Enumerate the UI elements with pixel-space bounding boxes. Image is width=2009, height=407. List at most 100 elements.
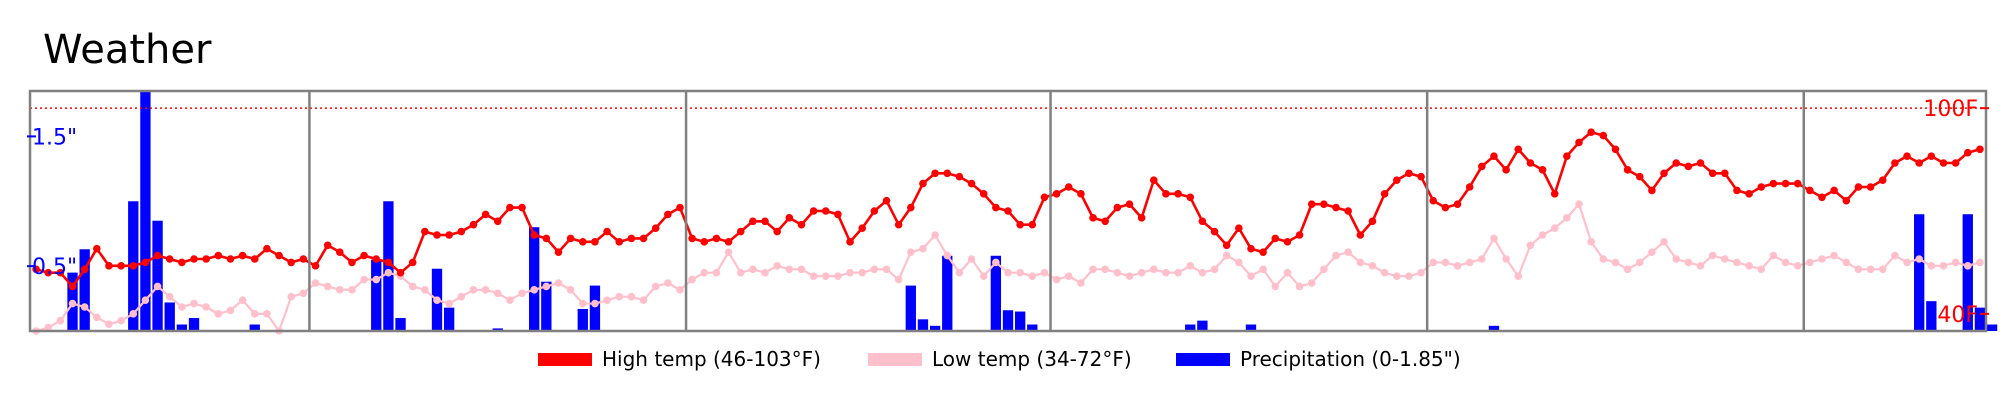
precip-bar xyxy=(443,307,455,331)
high-temp-point xyxy=(1526,159,1535,167)
low-temp-point xyxy=(190,299,198,308)
low-temp-point xyxy=(651,282,660,291)
high-temp-point xyxy=(627,234,636,243)
low-temp-point xyxy=(1550,224,1559,232)
low-temp-point xyxy=(1781,258,1790,267)
low-temp-point xyxy=(481,286,490,294)
low-temp-point xyxy=(712,268,721,277)
plot-area: 0.5" 1.5" 40F 100F xyxy=(27,89,1998,335)
high-temp-point xyxy=(396,268,405,277)
high-temp-point xyxy=(360,251,368,260)
high-temp-point xyxy=(1283,238,1292,246)
high-temp-point xyxy=(372,255,381,263)
high-temp-point xyxy=(1028,220,1037,229)
low-temp-point xyxy=(530,286,538,294)
high-temp-point xyxy=(1210,227,1219,236)
high-temp-point xyxy=(1769,179,1778,188)
low-temp-point xyxy=(1733,258,1741,267)
low-temp-point xyxy=(700,268,709,277)
high-temp-point xyxy=(1052,190,1061,198)
low-temp-point xyxy=(1295,282,1304,291)
low-temp-point xyxy=(1891,251,1899,260)
high-temp-point xyxy=(1854,183,1863,191)
high-temp-point xyxy=(1866,183,1875,191)
high-temp-point xyxy=(1453,200,1462,208)
high-temp-point xyxy=(1781,179,1790,188)
high-temp-point xyxy=(105,262,113,270)
high-temp-point xyxy=(1635,172,1644,181)
high-temp-point xyxy=(1149,176,1158,184)
legend-label-precip: Precipitation (0-1.85") xyxy=(1240,347,1461,371)
high-temp-point xyxy=(992,203,1000,212)
high-temp-point xyxy=(846,238,854,246)
high-temp-point xyxy=(141,258,150,267)
low-temp-point xyxy=(1721,255,1729,263)
high-temp-point xyxy=(1344,207,1352,215)
precip-bar xyxy=(1002,310,1014,331)
low-temp-point xyxy=(1696,262,1705,270)
high-temp-point xyxy=(348,258,356,267)
low-temp-point xyxy=(469,286,478,294)
high-temp-point xyxy=(530,231,538,239)
high-temp-point xyxy=(1915,159,1923,167)
low-temp-point xyxy=(506,296,514,304)
high-temp-point xyxy=(1356,231,1365,239)
precip-bar xyxy=(140,91,151,331)
high-temp-point xyxy=(1927,152,1936,160)
low-temp-point xyxy=(627,292,636,301)
high-temp-point xyxy=(481,210,490,219)
low-temp-point xyxy=(129,310,138,318)
high-temp-point xyxy=(323,241,332,250)
low-temp-point xyxy=(967,255,976,263)
low-temp-point xyxy=(1854,265,1863,274)
low-temp-point xyxy=(1635,258,1644,267)
high-temp-point xyxy=(1004,207,1012,215)
precip-bar xyxy=(79,249,90,331)
low-temp-point xyxy=(1599,255,1608,263)
low-temp-point xyxy=(1660,238,1668,246)
high-temp-point xyxy=(469,220,478,229)
low-temp-point xyxy=(1465,258,1474,267)
low-temp-point xyxy=(1769,251,1778,260)
legend-swatch-low xyxy=(868,353,922,366)
high-temp-point xyxy=(68,282,77,291)
precip-bar xyxy=(917,319,929,331)
precip-bar xyxy=(1197,320,1208,331)
legend: High temp (46-103°F) Low temp (34-72°F) Pr… xyxy=(538,347,1461,371)
low-temp-point xyxy=(1915,255,1923,263)
low-temp-point xyxy=(1623,265,1632,274)
low-temp-point xyxy=(1866,265,1875,274)
high-temp-point xyxy=(651,224,660,232)
high-temp-point xyxy=(919,179,927,188)
precip-bar xyxy=(577,308,588,331)
high-temp-point xyxy=(32,265,40,274)
high-temp-point xyxy=(421,227,429,236)
high-temp-point xyxy=(1575,138,1583,147)
high-temp-point xyxy=(275,251,283,260)
high-temp-point xyxy=(773,227,781,236)
low-temp-point xyxy=(1235,258,1243,267)
high-temp-point xyxy=(117,262,125,270)
low-temp-point xyxy=(1818,255,1826,263)
low-temp-point xyxy=(591,299,599,308)
high-temp-point xyxy=(1903,152,1911,160)
precip-bar xyxy=(492,328,503,331)
high-temp-point xyxy=(457,227,466,236)
high-temp-point xyxy=(384,258,393,267)
low-temp-point xyxy=(1320,265,1328,274)
high-temp-point xyxy=(1174,190,1182,198)
low-temp-point xyxy=(1125,272,1134,280)
high-temp-point xyxy=(518,203,526,212)
right-axis-tick-label: 40F xyxy=(1937,303,1978,328)
high-temp-point xyxy=(1648,186,1656,195)
high-temp-point xyxy=(1380,190,1389,198)
low-temp-point xyxy=(1222,251,1231,260)
legend-swatch-precip xyxy=(1176,353,1230,366)
low-temp-point xyxy=(1137,268,1146,277)
left-axis-tick-label: 1.5" xyxy=(32,125,77,150)
high-temp-point xyxy=(408,258,417,267)
high-temp-point xyxy=(1016,220,1024,229)
high-temp-point xyxy=(1672,159,1680,167)
high-temp-point xyxy=(1064,183,1073,191)
precip-bar xyxy=(990,255,1002,331)
